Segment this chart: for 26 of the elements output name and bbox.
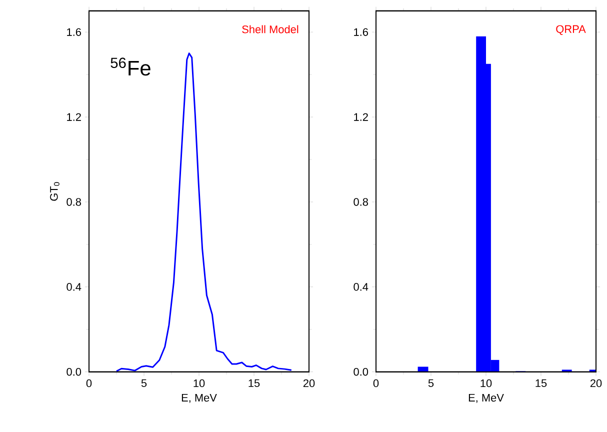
x-axis-title: E, MeV: [182, 394, 217, 403]
x-tick-label: 20: [590, 379, 602, 388]
x-tick-label: 5: [428, 379, 434, 388]
y-tick-label: 1.2: [354, 113, 368, 121]
x-tick-label: 15: [248, 379, 260, 388]
x-tick-label: 20: [303, 379, 315, 388]
y-tick-label: 0.8: [66, 198, 81, 206]
x-tick-label: 0: [86, 379, 92, 388]
y-tick-label: 1.2: [67, 113, 81, 121]
y-tick-label: 0.4: [354, 283, 368, 291]
annotation: $^{56}$Fe: [110, 58, 150, 76]
x-tick-label: 10: [194, 379, 205, 388]
y-tick-label: 1.6: [67, 28, 81, 36]
x-axis-title: E, MeV: [468, 394, 504, 403]
y-axis-title: GT$_{0}$: [50, 182, 60, 201]
annotation: Shell Model: [242, 25, 298, 34]
y-tick-label: 0.8: [354, 198, 368, 206]
y-tick-label: 0.4: [66, 283, 82, 291]
y-tick-label: 0.0: [66, 368, 82, 376]
x-tick-label: 15: [536, 379, 547, 388]
y-tick-label: 0.0: [354, 368, 368, 376]
x-tick-label: 0: [373, 379, 379, 388]
annotation: QRPA: [556, 25, 586, 35]
x-tick-label: 5: [141, 379, 147, 388]
x-tick-label: 10: [480, 379, 492, 388]
y-tick-label: 1.6: [354, 28, 368, 36]
